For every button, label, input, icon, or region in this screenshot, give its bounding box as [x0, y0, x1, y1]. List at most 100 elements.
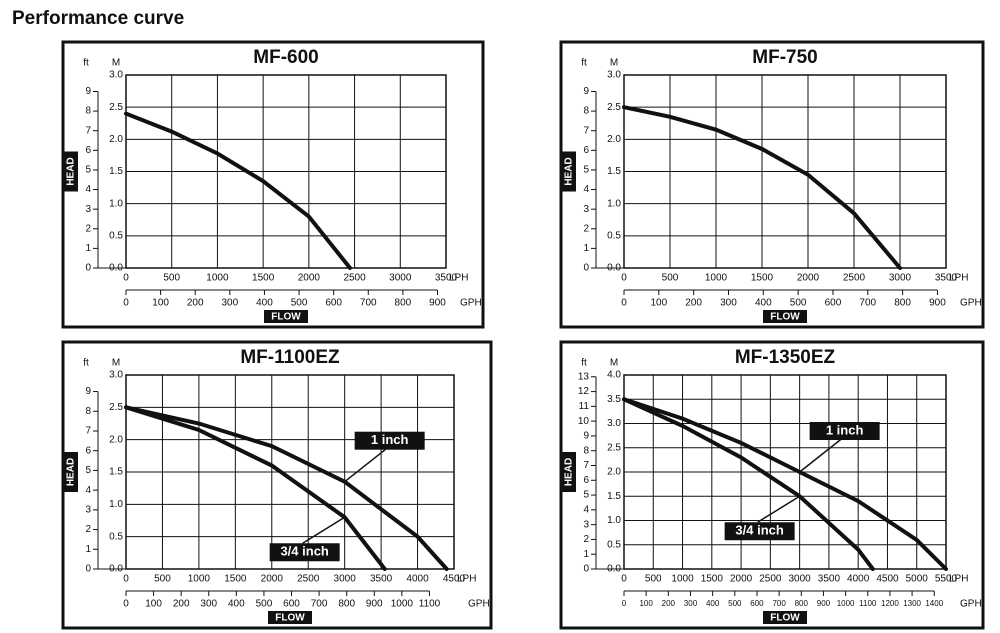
x-unit: LPH	[457, 574, 476, 585]
x-tick-label: 3500	[818, 574, 841, 585]
x-tick-label: 2500	[843, 273, 866, 284]
x2-tick-label: 1100	[419, 599, 441, 610]
y-tick-label: 3.5	[607, 394, 621, 405]
x2-unit: GPH	[460, 298, 482, 309]
y-tick-label: 1.5	[607, 166, 621, 177]
x2-tick-label: 1100	[859, 599, 877, 608]
x-tick-label: 500	[163, 273, 180, 284]
panel-frame	[559, 40, 985, 329]
chart-title: MF-1100EZ	[240, 347, 340, 368]
x-tick-label: 3500	[435, 273, 458, 284]
x-tick-label: 2000	[261, 574, 284, 585]
series-label: 3/4 inch	[280, 544, 328, 559]
x-tick-label: 3000	[334, 574, 357, 585]
series-label-box	[354, 431, 425, 450]
y-tick-label: 0.5	[109, 531, 123, 542]
x-tick-label: 1500	[224, 574, 247, 585]
x-label: FLOW	[275, 613, 305, 624]
panel-frame	[61, 340, 493, 630]
y-tick-label: 1.0	[109, 499, 123, 510]
y2-tick-label: 1	[583, 243, 589, 254]
x-tick-label: 1000	[671, 574, 694, 585]
y2-tick-label: 5	[85, 165, 91, 176]
y2-tick-label: 8	[583, 106, 589, 117]
x2-tick-label: 100	[152, 298, 169, 309]
y2-tick-label: 6	[583, 145, 589, 156]
x2-tick-label: 600	[325, 298, 342, 309]
x-tick-label: 2500	[297, 574, 320, 585]
x-tick-label: 1000	[188, 574, 211, 585]
y2-tick-label: 8	[85, 106, 91, 117]
x2-tick-label: 0	[621, 298, 627, 309]
x-tick-label: 5500	[935, 574, 958, 585]
x-tick-label: 2000	[797, 273, 820, 284]
y-tick-label: 2.0	[109, 134, 123, 145]
y-label: HEAD	[564, 458, 575, 486]
y2-tick-label: 7	[85, 426, 91, 437]
x-tick-label: 1500	[751, 273, 774, 284]
x-tick-label: 1000	[206, 273, 229, 284]
y-tick-label: 0.5	[607, 230, 621, 241]
x-tick-label: 2500	[343, 273, 366, 284]
x2-tick-label: 300	[684, 599, 698, 608]
y-tick-label: 1.5	[607, 491, 621, 502]
series-label: 1 inch	[826, 422, 864, 437]
x-label: FLOW	[770, 613, 800, 624]
y-tick-label: 2.0	[607, 467, 621, 478]
y-unit: M	[610, 358, 618, 369]
x2-tick-label: 200	[173, 599, 190, 610]
label-connector	[344, 447, 389, 483]
y2-tick-label: 12	[578, 386, 590, 397]
y2-tick-label: 0	[583, 564, 589, 575]
curve	[124, 405, 449, 571]
y2-tick-label: 5	[583, 165, 589, 176]
y2-tick-label: 1	[583, 549, 589, 560]
y2-unit: ft	[581, 58, 587, 69]
x2-tick-label: 400	[706, 599, 720, 608]
x2-tick-label: 500	[291, 298, 308, 309]
x-tick-label: 3500	[370, 574, 393, 585]
x-tick-label: 1000	[705, 273, 728, 284]
curve	[622, 397, 948, 571]
y2-tick-label: 9	[583, 431, 589, 442]
x2-tick-label: 500	[790, 298, 807, 309]
y-tick-label: 0.5	[109, 230, 123, 241]
y-tick-label: 1.0	[607, 515, 621, 526]
y-tick-label: 2.0	[109, 434, 123, 445]
x-tick-label: 3000	[789, 574, 812, 585]
y-tick-label: 2.5	[109, 402, 123, 413]
page-title: Performance curve	[12, 8, 184, 29]
plot-frame	[125, 374, 455, 570]
curve	[622, 397, 875, 571]
y2-tick-label: 2	[583, 534, 589, 545]
y2-tick-label: 5	[583, 490, 589, 501]
x-tick-label: 3500	[935, 273, 958, 284]
y2-tick-label: 4	[85, 184, 91, 195]
x-tick-label: 500	[662, 273, 679, 284]
y-label: HEAD	[66, 458, 77, 486]
x2-tick-label: 400	[755, 298, 772, 309]
y2-tick-label: 9	[583, 86, 589, 97]
curve	[622, 105, 902, 270]
x2-tick-label: 100	[639, 599, 653, 608]
label-connector	[757, 495, 801, 523]
y-tick-label: 1.5	[109, 166, 123, 177]
x-label-box	[268, 611, 312, 624]
x2-tick-label: 0	[123, 298, 129, 309]
y-tick-label: 3.0	[607, 418, 621, 429]
x-tick-label: 4000	[406, 574, 429, 585]
x2-tick-label: 100	[145, 599, 162, 610]
x2-tick-label: 200	[187, 298, 204, 309]
x2-tick-label: 600	[825, 298, 842, 309]
chart-title: MF-1350EZ	[735, 347, 836, 368]
series-label-box	[724, 522, 795, 541]
x2-tick-label: 1000	[391, 599, 414, 610]
x2-tick-label: 600	[283, 599, 300, 610]
x2-tick-label: 100	[650, 298, 667, 309]
x2-tick-label: 1000	[837, 599, 855, 608]
y-tick-label: 3.0	[109, 370, 123, 381]
panel-frame	[61, 40, 485, 329]
y-tick-label: 1.0	[109, 198, 123, 209]
y-tick-label: 2.5	[607, 442, 621, 453]
